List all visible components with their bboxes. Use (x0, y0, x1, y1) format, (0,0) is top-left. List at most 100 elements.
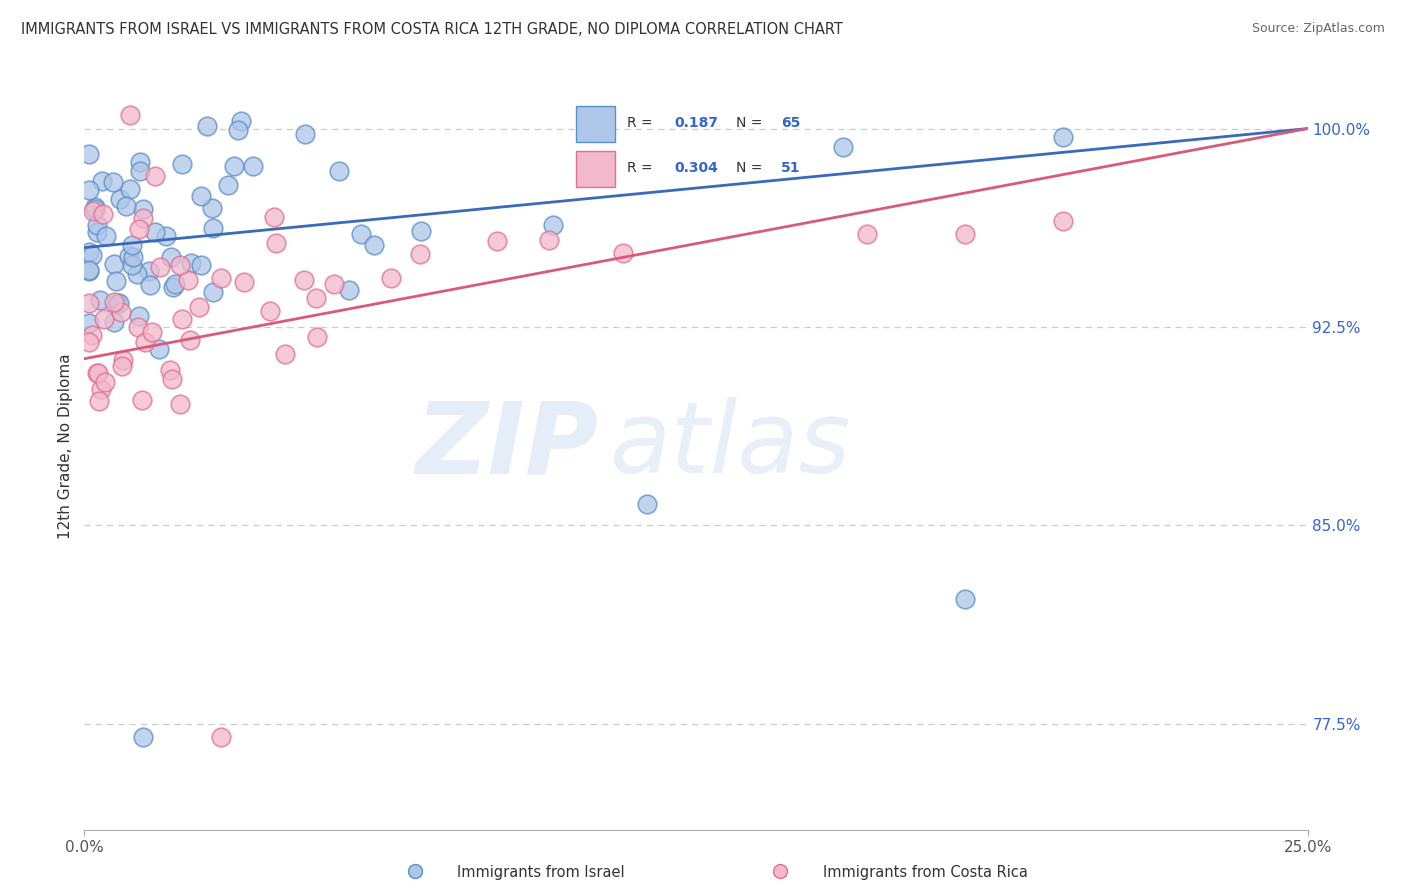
Text: IMMIGRANTS FROM ISRAEL VS IMMIGRANTS FROM COSTA RICA 12TH GRADE, NO DIPLOMA CORR: IMMIGRANTS FROM ISRAEL VS IMMIGRANTS FRO… (21, 22, 844, 37)
Point (145, 169, 167, 183)
Point (180, 256, 202, 270)
Text: Source: ZipAtlas.com: Source: ZipAtlas.com (1251, 22, 1385, 36)
Point (190, 258, 212, 272)
Point (87, 367, 110, 381)
Point (953, 592, 976, 607)
Point (105, 296, 128, 310)
Point (79, 263, 101, 277)
Point (159, 362, 181, 376)
Point (259, 303, 281, 318)
Point (229, 113, 252, 128)
Point (264, 236, 287, 251)
Point (104, 274, 127, 288)
Point (90, 382, 112, 396)
Point (77, 146, 100, 161)
Point (538, 233, 561, 247)
Point (143, 225, 166, 239)
Text: Immigrants from Costa Rica: Immigrants from Costa Rica (823, 865, 1028, 880)
Point (121, 238, 143, 252)
Point (93, 311, 115, 326)
Point (323, 277, 346, 292)
Point (856, 227, 879, 242)
Point (328, 163, 350, 178)
Point (82, 203, 104, 218)
Point (89, 394, 111, 409)
Point (111, 359, 134, 373)
Point (202, 285, 225, 300)
Point (121, 258, 143, 272)
Point (86, 367, 108, 381)
Point (86, 218, 108, 232)
Point (132, 730, 155, 744)
Point (169, 258, 191, 272)
Point (177, 272, 200, 286)
Point (90, 174, 112, 188)
Point (209, 270, 232, 285)
Point (111, 353, 134, 368)
Point (141, 325, 163, 339)
Point (77, 183, 100, 197)
Point (86, 225, 108, 239)
Point (80, 327, 103, 342)
Point (77, 316, 100, 330)
Point (148, 342, 170, 356)
Point (93, 206, 115, 220)
Point (110, 192, 132, 206)
Point (179, 333, 201, 347)
Point (242, 159, 264, 173)
Point (84, 200, 107, 214)
Point (337, 283, 360, 297)
Point (188, 301, 211, 315)
Point (82, 248, 104, 262)
Point (636, 497, 658, 511)
Point (118, 249, 141, 263)
Point (404, 864, 426, 879)
Point (163, 277, 186, 291)
Point (170, 312, 193, 326)
Point (103, 315, 125, 329)
Text: atlas: atlas (610, 398, 852, 494)
Point (120, 182, 142, 196)
Point (138, 278, 160, 293)
Point (94, 375, 117, 389)
Point (307, 330, 329, 344)
Point (159, 250, 181, 264)
Point (110, 304, 132, 318)
Point (96, 228, 118, 243)
Point (263, 210, 285, 224)
Point (769, 864, 792, 879)
Point (128, 221, 150, 235)
Point (222, 159, 245, 173)
Point (132, 202, 155, 217)
Point (209, 730, 232, 744)
Point (114, 199, 136, 213)
Point (160, 372, 183, 386)
Point (101, 175, 124, 189)
Point (226, 122, 249, 136)
Point (274, 347, 297, 361)
Point (77, 263, 100, 277)
Point (201, 201, 224, 215)
Point (132, 211, 155, 225)
Point (138, 263, 160, 277)
Point (149, 260, 172, 274)
Point (292, 273, 315, 287)
Y-axis label: 12th Grade, No Diploma: 12th Grade, No Diploma (58, 353, 73, 539)
Point (201, 221, 224, 235)
Point (486, 234, 509, 248)
Point (953, 227, 976, 242)
Text: Immigrants from Israel: Immigrants from Israel (457, 865, 624, 880)
Point (543, 219, 565, 233)
Point (134, 334, 156, 349)
Point (103, 257, 125, 271)
Point (831, 140, 853, 154)
Point (172, 157, 194, 171)
Point (350, 227, 373, 242)
Point (108, 296, 131, 310)
Point (127, 267, 149, 281)
Point (305, 291, 328, 305)
Point (128, 309, 150, 323)
Text: ZIP: ZIP (415, 398, 598, 494)
Point (127, 319, 149, 334)
Point (294, 127, 316, 141)
